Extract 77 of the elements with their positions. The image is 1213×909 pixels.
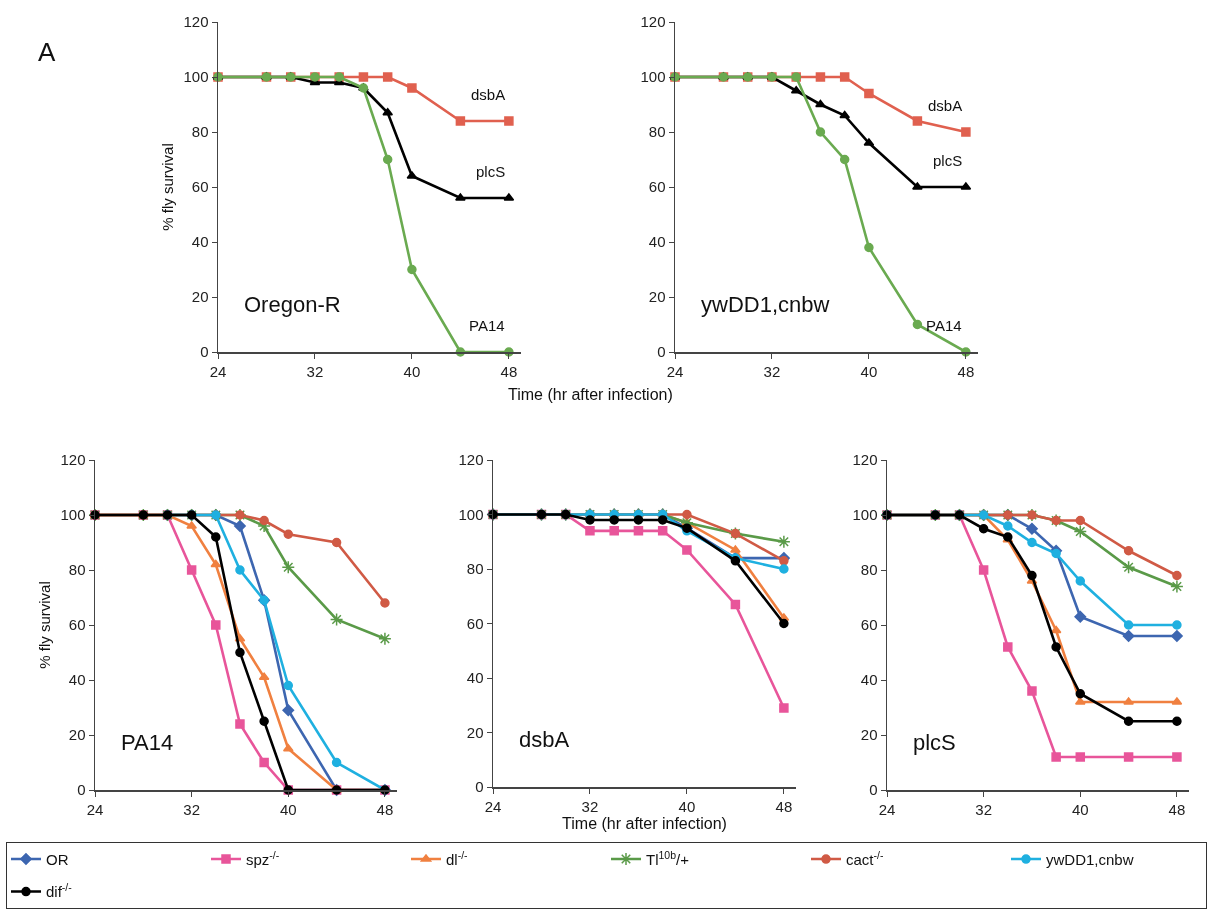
- x-tick-label: 24: [86, 800, 104, 818]
- series-label: plcS: [476, 163, 506, 180]
- y-tick-label: 20: [648, 288, 666, 306]
- y-tick-label: 20: [68, 726, 86, 744]
- x-tick-label: 48: [1168, 800, 1186, 818]
- legend-label: dl$^{-/-}$: [446, 848, 469, 868]
- x-tick-label: 24: [209, 362, 227, 380]
- x-tick-label: 48: [500, 362, 518, 380]
- x-tick-label: 40: [279, 800, 297, 818]
- x-tick-label: 32: [975, 800, 992, 818]
- y-tick-label: 20: [466, 723, 484, 741]
- y-tick-label: 20: [191, 288, 209, 306]
- y-tick-label: 100: [640, 68, 666, 86]
- y-tick-label: 120: [458, 451, 484, 469]
- x-tick-label: 40: [1071, 800, 1089, 818]
- x-tick-label: 48: [775, 797, 793, 815]
- y-tick-label: 60: [860, 616, 878, 634]
- text: Oregon-R: [244, 292, 341, 317]
- y-tick-label: 20: [860, 726, 878, 744]
- y-tick-label: 40: [860, 671, 878, 689]
- y-tick-label: 0: [200, 343, 209, 361]
- y-tick-label: 60: [466, 614, 484, 632]
- y-tick-label: 60: [648, 178, 666, 196]
- y-tick-label: 100: [852, 506, 878, 524]
- x-tick-label: 32: [581, 797, 599, 815]
- y-tick-label: 40: [648, 233, 666, 251]
- y-tick-label: 80: [860, 561, 878, 579]
- y-tick-label: 40: [466, 669, 484, 687]
- y-tick-label: 80: [68, 561, 86, 579]
- x-tick-label: 24: [878, 800, 896, 818]
- x-axis-title: Time (hr after infection): [562, 814, 727, 832]
- y-tick-label: 120: [852, 451, 878, 469]
- x-axis-title: Time (hr after infection): [508, 386, 673, 403]
- y-tick-label: 80: [191, 123, 209, 141]
- x-tick-label: 40: [678, 797, 696, 815]
- series-label: dsbA: [471, 86, 506, 103]
- x-tick-label: 24: [666, 362, 684, 380]
- x-tick-label: 24: [484, 797, 502, 815]
- x-tick-label: 40: [403, 362, 421, 380]
- series-label: dsbA: [928, 97, 963, 114]
- x-tick-label: 32: [306, 362, 324, 380]
- y-tick-label: 100: [458, 505, 484, 523]
- legend-label: cact$^{-/-}$: [846, 848, 884, 868]
- y-tick-label: 120: [60, 451, 86, 469]
- text: ywDD1,cnbw: [701, 292, 830, 317]
- legend-label: Tl$^{10b}$/+: [646, 848, 690, 868]
- y-tick-label: 0: [475, 778, 484, 796]
- y-tick-label: 120: [640, 13, 666, 31]
- y-axis-title: % fly survival: [35, 581, 53, 669]
- y-tick-label: 120: [183, 13, 209, 31]
- text: PA14: [121, 730, 174, 755]
- y-tick-label: 0: [869, 781, 878, 799]
- x-tick-label: 32: [763, 362, 781, 380]
- y-tick-label: 60: [191, 178, 209, 196]
- y-tick-label: 100: [60, 506, 86, 524]
- y-tick-label: 100: [183, 68, 209, 86]
- y-tick-label: 80: [466, 560, 484, 578]
- y-tick-label: 60: [68, 616, 86, 634]
- legend-label: dif$^{-/-}$: [46, 881, 73, 901]
- y-tick-label: 0: [657, 343, 666, 361]
- legend-label: ywDD1,cnbw: [1046, 850, 1134, 868]
- text: dsbA: [519, 727, 570, 752]
- y-tick-label: 40: [68, 671, 86, 689]
- text: A: [38, 37, 56, 67]
- x-tick-label: 48: [376, 800, 394, 818]
- series-label: PA14: [926, 317, 962, 334]
- y-tick-label: 40: [191, 233, 209, 251]
- y-tick-label: 80: [648, 123, 666, 141]
- y-axis-title: % fly survival: [158, 143, 176, 231]
- x-tick-label: 48: [957, 362, 975, 380]
- series-label: plcS: [933, 152, 963, 169]
- legend-label: spz$^{-/-}$: [246, 848, 280, 868]
- text: plcS: [913, 730, 956, 755]
- x-tick-label: 32: [183, 800, 200, 818]
- y-tick-label: 0: [77, 781, 86, 799]
- legend-label: OR: [46, 850, 69, 868]
- series-label: PA14: [469, 317, 505, 334]
